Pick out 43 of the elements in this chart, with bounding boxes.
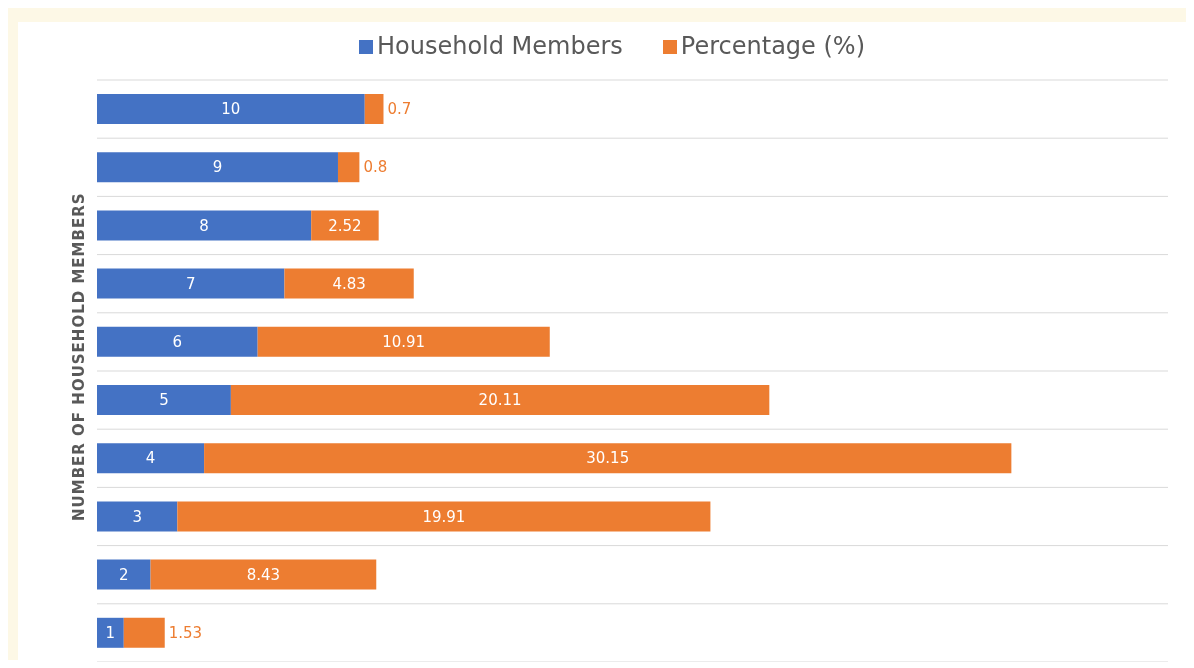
- data-label: 30.15: [586, 449, 630, 468]
- data-label: 4.83: [332, 274, 366, 293]
- bar: [97, 94, 365, 124]
- data-label: 1.53: [168, 624, 203, 643]
- legend-label: Household Members: [376, 32, 623, 60]
- bar: [284, 268, 414, 299]
- data-label: 9: [212, 158, 223, 177]
- bar: [97, 559, 151, 590]
- bar: [204, 443, 1012, 474]
- data-label: 2.52: [328, 216, 362, 235]
- bar: [97, 326, 258, 357]
- data-label: 10: [221, 100, 241, 119]
- data-label: 2: [119, 565, 129, 584]
- data-label: 1: [105, 624, 116, 643]
- bar: [150, 559, 377, 590]
- bar: [97, 385, 231, 415]
- bar: [177, 501, 711, 532]
- bar: [97, 443, 205, 474]
- bar: [311, 210, 379, 241]
- bar: [97, 501, 178, 532]
- y-axis-title: NUMBER OF HOUSEHOLD MEMBERS: [70, 192, 89, 521]
- bar: [97, 268, 285, 299]
- data-label: 7: [185, 274, 196, 293]
- bar: [97, 617, 124, 648]
- data-label: 20.11: [478, 391, 522, 410]
- data-label: 19.91: [422, 507, 466, 526]
- bar: [97, 152, 338, 183]
- data-label: 8: [199, 216, 209, 235]
- bar: [364, 94, 384, 124]
- bar: [230, 385, 770, 415]
- data-label: 0.8: [363, 158, 388, 177]
- data-label: 8.43: [246, 565, 281, 584]
- data-label: 10.91: [382, 333, 426, 352]
- bar: [257, 326, 550, 357]
- data-label: 3: [132, 507, 142, 526]
- bar: [123, 617, 165, 648]
- bar: [337, 152, 360, 183]
- data-label: 4: [145, 449, 156, 468]
- data-label: 6: [172, 333, 183, 352]
- data-label: 5: [159, 391, 169, 410]
- legend-label: Percentage (%): [680, 32, 866, 60]
- data-label: 0.7: [387, 100, 412, 119]
- bar: [97, 210, 312, 241]
